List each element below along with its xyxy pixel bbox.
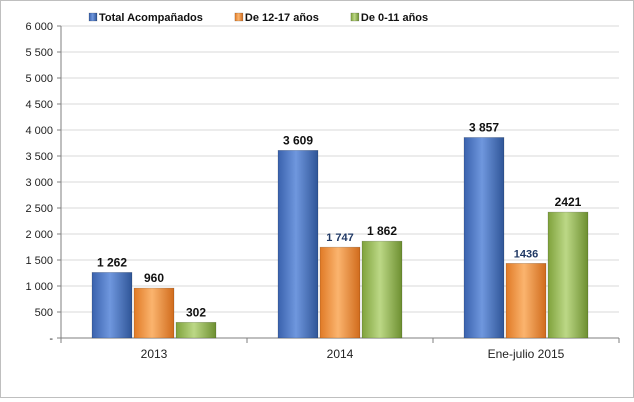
legend-item: Total Acompañados xyxy=(88,12,203,24)
bar-total-acompa-ados xyxy=(91,272,133,339)
bar-de-0-11-a-os xyxy=(547,211,589,339)
data-label: 1436 xyxy=(514,248,538,260)
bar-de-12-17-a-os xyxy=(319,246,361,339)
y-tick-label: 5 500 xyxy=(25,47,53,59)
data-label: 960 xyxy=(144,271,164,285)
legend-swatch xyxy=(350,12,360,22)
y-tick-label: 6 000 xyxy=(25,21,53,33)
legend-item: De 12-17 años xyxy=(234,12,319,24)
y-tick-label: 5 000 xyxy=(25,73,53,85)
bars xyxy=(91,137,589,339)
y-tick-label: 1 000 xyxy=(25,281,53,293)
legend-label: De 12-17 años xyxy=(245,12,319,24)
legend: Total Acompañados De 12-17 años De 0-11 añ… xyxy=(88,12,428,24)
y-tick-label: 1 500 xyxy=(25,255,53,267)
data-label: 1 862 xyxy=(367,224,397,238)
bar-de-12-17-a-os xyxy=(133,287,175,339)
y-tick-label: 500 xyxy=(35,307,53,319)
data-label: 3 857 xyxy=(469,120,499,134)
legend-label: De 0-11 años xyxy=(361,12,428,24)
bar-de-0-11-a-os xyxy=(175,321,217,339)
y-tick-label: 2 500 xyxy=(25,203,53,215)
bar-de-0-11-a-os xyxy=(361,240,403,339)
data-label: 2421 xyxy=(555,195,582,209)
gridlines xyxy=(61,25,619,313)
legend-swatch xyxy=(88,12,98,22)
y-tick-label: 4 500 xyxy=(25,99,53,111)
data-label: 1 747 xyxy=(326,232,354,244)
x-tick-label: 2013 xyxy=(141,347,168,361)
y-tick-label: 4 000 xyxy=(25,125,53,137)
bar-de-12-17-a-os xyxy=(505,263,547,339)
legend-item: De 0-11 años xyxy=(350,12,428,24)
legend-swatch xyxy=(234,12,244,22)
data-label: 3 609 xyxy=(283,133,313,147)
bar-total-acompa-ados xyxy=(463,137,505,339)
y-tick-label: 2 000 xyxy=(25,229,53,241)
legend-label: Total Acompañados xyxy=(99,12,203,24)
y-tick-label: 3 000 xyxy=(25,177,53,189)
y-tick-label: - xyxy=(49,333,53,345)
data-label: 1 262 xyxy=(97,255,127,269)
y-tick-label: 3 500 xyxy=(25,151,53,163)
x-tick-label: 2014 xyxy=(327,347,354,361)
x-tick-label: Ene-julio 2015 xyxy=(488,347,565,361)
data-label: 302 xyxy=(186,305,206,319)
bar-total-acompa-ados xyxy=(277,150,319,339)
data-labels: 1 262 3 609 3 857 960 1 747 1436 302 1 862 2421 xyxy=(97,120,582,319)
